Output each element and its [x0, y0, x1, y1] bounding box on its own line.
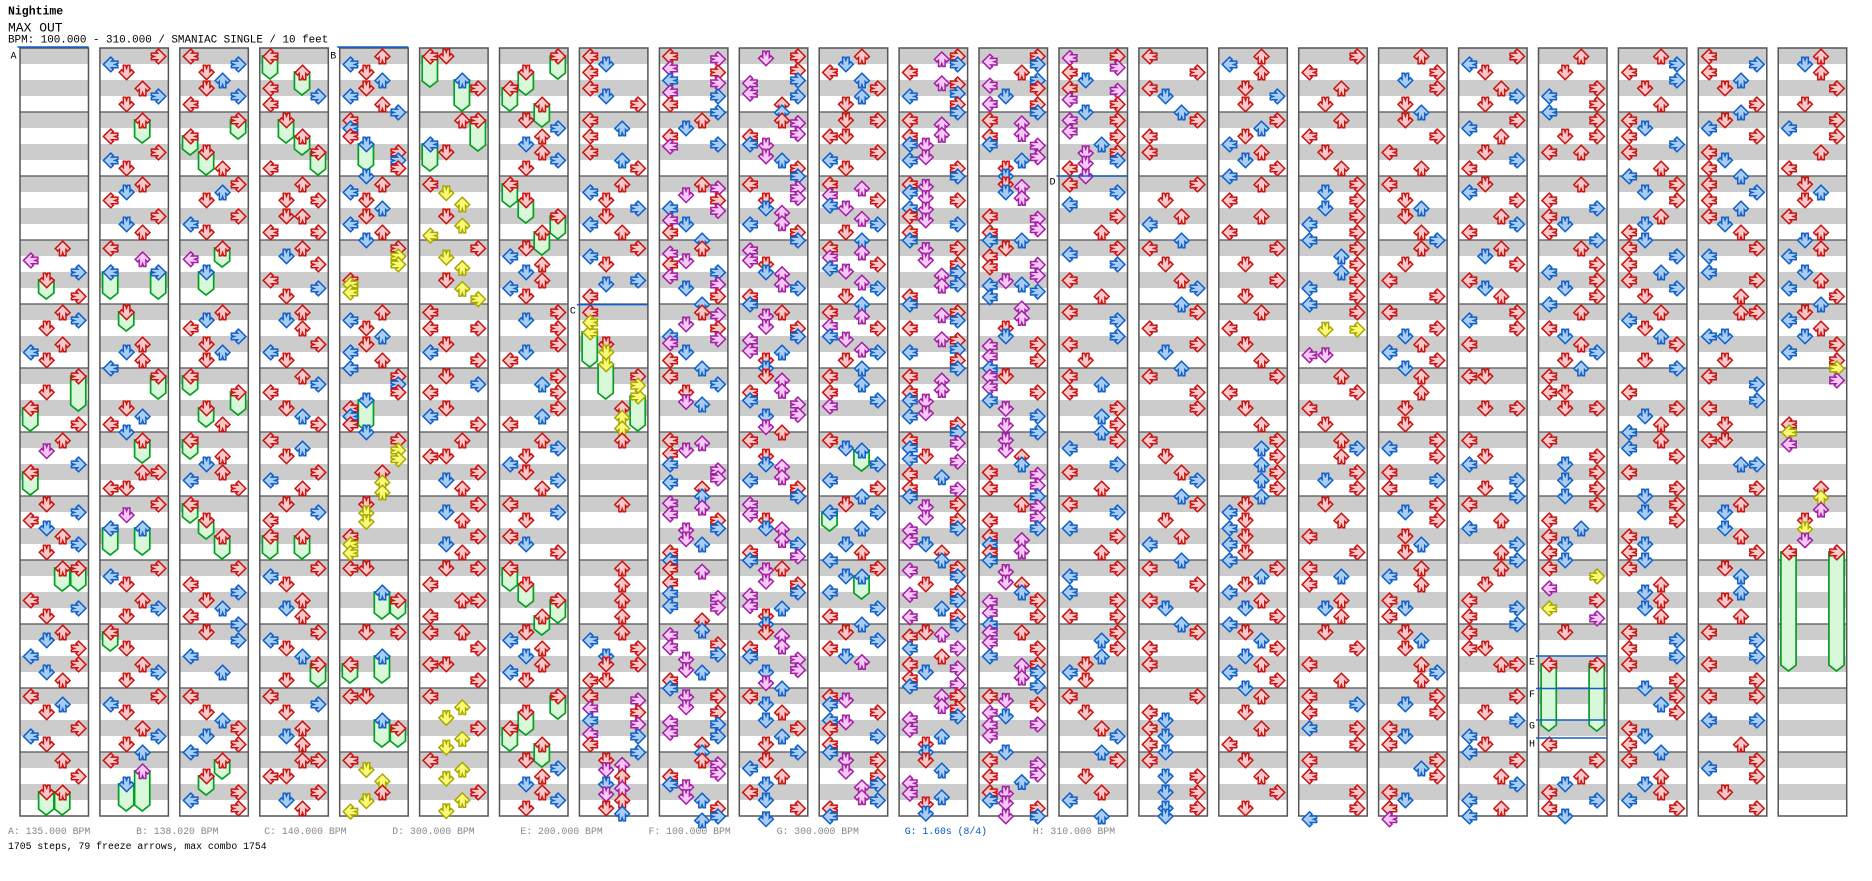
svg-text:D: D	[1050, 178, 1056, 189]
svg-text:F: F	[1529, 690, 1535, 701]
svg-text:1705 steps, 79 freeze arrows,: 1705 steps, 79 freeze arrows, max combo …	[8, 841, 267, 852]
svg-text:BPM: 100.000 - 310.000 / SMANI: BPM: 100.000 - 310.000 / SMANIAC SINGLE …	[8, 35, 328, 47]
svg-text:E: 200.000 BPM: E: 200.000 BPM	[520, 826, 602, 837]
svg-text:Nightime: Nightime	[8, 6, 63, 19]
svg-text:F: 100.000 BPM: F: 100.000 BPM	[649, 826, 731, 837]
svg-text:E: E	[1529, 658, 1535, 669]
svg-text:C: 140.000 BPM: C: 140.000 BPM	[264, 826, 346, 837]
svg-text:A: A	[11, 52, 17, 63]
svg-text:G: 300.000 BPM: G: 300.000 BPM	[777, 826, 859, 837]
svg-text:A: 135.000 BPM: A: 135.000 BPM	[8, 826, 90, 837]
svg-text:G: G	[1529, 722, 1535, 733]
svg-text:H: 310.000 BPM: H: 310.000 BPM	[1033, 826, 1115, 837]
svg-text:B: B	[330, 52, 336, 63]
svg-text:G: 1.60s (8/4): G: 1.60s (8/4)	[905, 826, 987, 837]
svg-text:H: H	[1529, 740, 1535, 751]
svg-text:MAX OUT: MAX OUT	[8, 21, 63, 36]
svg-text:B: 138.020 BPM: B: 138.020 BPM	[136, 826, 218, 837]
svg-text:D: 300.000 BPM: D: 300.000 BPM	[392, 826, 474, 837]
svg-text:C: C	[570, 306, 576, 317]
